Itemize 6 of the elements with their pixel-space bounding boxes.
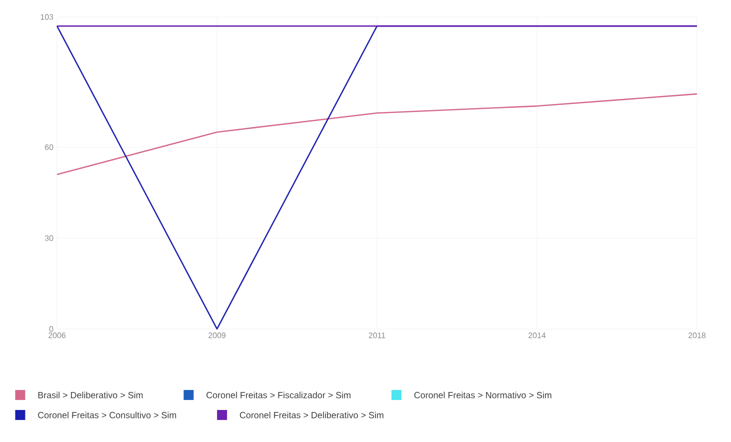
legend-label: Coronel Freitas > Deliberativo > Sim — [240, 412, 384, 418]
legend-label: Brasil > Deliberativo > Sim — [38, 392, 143, 398]
legend-label: Coronel Freitas > Normativo > Sim — [414, 392, 552, 398]
line-series — [56, 93, 698, 176]
legend-label: Coronel Freitas > Fiscalizador > Sim — [206, 392, 350, 398]
legend-label: Coronel Freitas > Consultivo > Sim — [38, 412, 176, 418]
